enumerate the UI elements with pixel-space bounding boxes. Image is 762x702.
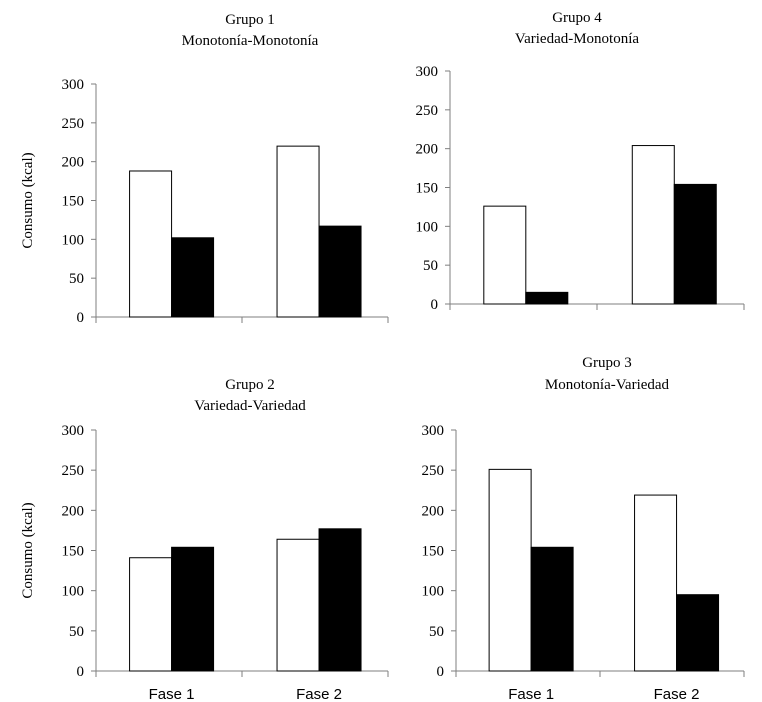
y-tick-label: 300 (422, 423, 445, 439)
bar-2-series-1 (631, 145, 675, 305)
bar-1-series-2 (525, 291, 569, 305)
bar-1-series-1 (129, 557, 173, 672)
bar-2-series-2 (318, 528, 362, 672)
x-category-label: Fase 1 (508, 686, 554, 702)
bar-2-series-1 (634, 494, 678, 672)
bar-2-series-1 (276, 538, 320, 672)
chart-panel-1: Grupo 1 Monotonía-Monotonía 0 50 100 150 200 25… (20, 12, 389, 326)
chart-title: Grupo 1 (225, 12, 275, 28)
y-tick-label: 0 (77, 664, 85, 680)
chart-title: Grupo 3 (582, 355, 632, 371)
y-axis-label: Consumo (kcal) (20, 152, 36, 248)
y-tick-label: 100 (62, 584, 85, 600)
chart-panel-3: Grupo 2 Variedad-Variedad 0 50 100 150 200 250 3… (20, 377, 389, 702)
chart-panel-2: Grupo 4 Variedad-Monotonía 0 50 100 150 200 250… (416, 10, 745, 313)
y-axis-label: Consumo (kcal) (20, 502, 36, 598)
y-tick-label: 50 (429, 624, 444, 640)
y-tick-label: 50 (69, 271, 84, 287)
y-tick-label: 300 (416, 64, 439, 80)
y-tick-label: 250 (422, 463, 445, 479)
chart-subtitle: Variedad-Monotonía (515, 31, 639, 47)
bar-1-series-2 (530, 546, 574, 672)
y-tick-label: 200 (62, 503, 85, 519)
y-tick-label: 150 (416, 181, 439, 197)
y-tick-label: 200 (62, 155, 85, 171)
bar-1-series-1 (488, 468, 532, 672)
y-tick-label: 100 (416, 219, 439, 235)
x-category-label: Fase 1 (149, 686, 195, 702)
y-tick-label: 0 (431, 297, 439, 313)
bar-1-series-2 (171, 546, 215, 672)
y-tick-label: 0 (437, 664, 445, 680)
y-tick-label: 150 (62, 194, 85, 210)
y-tick-label: 100 (62, 232, 85, 248)
chart-subtitle: Variedad-Variedad (194, 398, 306, 414)
y-tick-label: 150 (62, 544, 85, 560)
y-tick-label: 100 (422, 584, 445, 600)
y-tick-label: 250 (62, 463, 85, 479)
y-tick-label: 50 (69, 624, 84, 640)
y-tick-label: 300 (62, 77, 85, 93)
chart-title: Grupo 4 (552, 10, 602, 26)
y-tick-label: 300 (62, 423, 85, 439)
y-tick-label: 0 (77, 310, 85, 326)
y-tick-label: 250 (62, 116, 85, 132)
x-category-label: Fase 2 (654, 686, 700, 702)
chart-subtitle: Monotonía-Variedad (545, 377, 670, 393)
y-tick-label: 50 (423, 258, 438, 274)
bar-1-series-1 (483, 205, 527, 305)
bar-2-series-2 (318, 225, 362, 318)
x-category-label: Fase 2 (296, 686, 342, 702)
bar-2-series-1 (276, 145, 320, 318)
chart-title: Grupo 2 (225, 377, 275, 393)
chart-subtitle: Monotonía-Monotonía (182, 33, 319, 49)
y-tick-label: 150 (422, 544, 445, 560)
y-tick-label: 200 (422, 503, 445, 519)
bar-2-series-2 (673, 183, 717, 305)
y-tick-label: 200 (416, 142, 439, 158)
bar-1-series-2 (171, 237, 215, 318)
y-tick-label: 250 (416, 103, 439, 119)
bar-2-series-2 (676, 594, 720, 672)
bar-1-series-1 (129, 170, 173, 318)
chart-panel-4: Grupo 3 Monotonía-Variedad 0 50 100 150 200 250… (422, 355, 745, 702)
